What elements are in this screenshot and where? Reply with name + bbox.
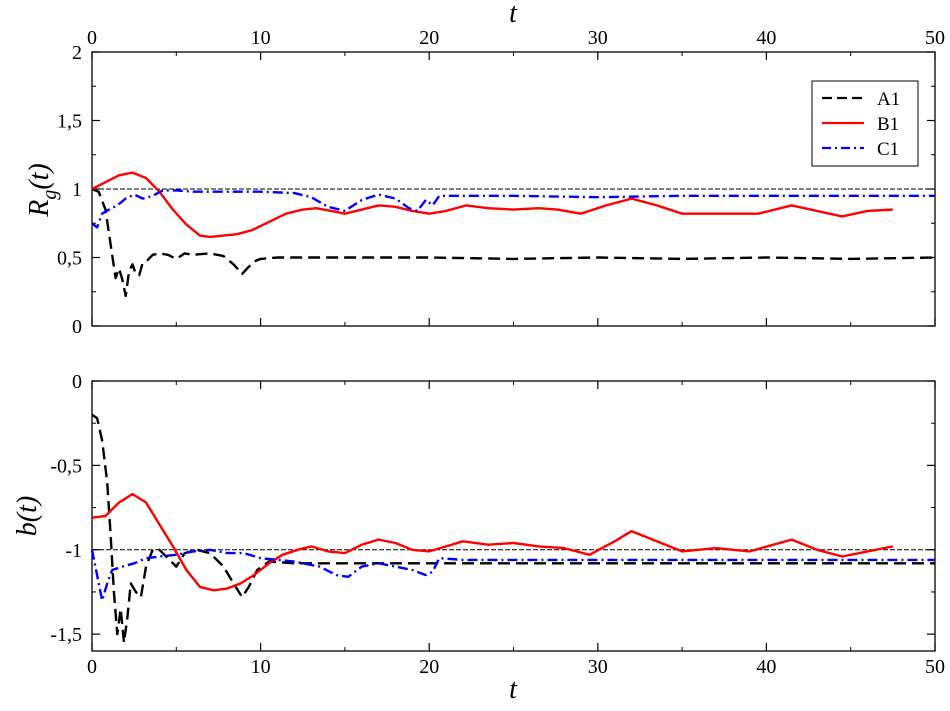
bottom-series-b1 — [91, 492, 894, 592]
bottom-x-tick-label: 30 — [588, 656, 608, 678]
top-y-title-main: R — [24, 200, 55, 218]
top-axis-title: t — [509, 0, 518, 29]
top-series-b1 — [91, 171, 893, 239]
top-series-c1 — [91, 189, 935, 229]
top-y-title-sub: g — [39, 190, 61, 200]
bottom-y-tick-label: 0 — [72, 371, 82, 393]
bottom-x-tick-label: 10 — [251, 656, 271, 678]
bottom-axis-ticks: 0 10 20 30 40 50 -1,5 -1 -0,5 0 — [50, 371, 945, 678]
top-y-tick-label: 2 — [72, 42, 82, 64]
top-y-tick-label: 0,5 — [57, 248, 82, 270]
bottom-y-tick-label: -1,5 — [50, 624, 82, 646]
bottom-x-tick-label: 40 — [756, 656, 776, 678]
bottom-y-tick-label: -1 — [65, 540, 82, 562]
bottom-y-tick-label: -0,5 — [50, 455, 82, 477]
top-panel: 0 10 20 30 40 50 0 0,5 1 1,5 2 t Rg(t) A1 B1 C1 — [24, 0, 945, 338]
legend: A1 B1 C1 — [811, 80, 919, 167]
legend-b1-label: B1 — [877, 114, 899, 135]
top-x-tick-label: 10 — [251, 27, 271, 49]
bottom-plot-frame — [91, 380, 936, 652]
top-x-tick-label: 20 — [419, 27, 439, 49]
top-y-title-tail: (t) — [24, 163, 55, 189]
bottom-x-tick-label: 20 — [419, 656, 439, 678]
bottom-x-tick-label: 50 — [925, 656, 945, 678]
bottom-panel: 0 10 20 30 40 50 -1,5 -1 -0,5 0 t b(t) — [12, 371, 945, 705]
bottom-x-axis-title: t — [509, 674, 518, 705]
top-x-tick-label: 50 — [925, 27, 945, 49]
top-y-tick-label: 1,5 — [57, 111, 82, 133]
svg-text:Rg(t): Rg(t) — [24, 163, 61, 218]
bottom-series-c1 — [90, 548, 935, 602]
top-x-tick-label: 30 — [588, 27, 608, 49]
bottom-series-a1 — [91, 413, 935, 644]
top-y-axis-title: Rg(t) — [24, 163, 61, 218]
bottom-x-tick-label: 0 — [87, 656, 97, 678]
bottom-series-group — [90, 413, 935, 644]
legend-a1-label: A1 — [877, 89, 900, 110]
top-series-group — [91, 171, 936, 298]
top-y-tick-label: 0 — [72, 316, 82, 338]
bottom-y-axis-title: b(t) — [12, 496, 43, 536]
legend-c1-label: C1 — [877, 139, 899, 160]
top-y-tick-label: 1 — [72, 179, 82, 201]
top-series-a1 — [91, 187, 936, 298]
top-x-tick-label: 0 — [87, 27, 97, 49]
top-x-tick-label: 40 — [756, 27, 776, 49]
top-axis-ticks: 0 10 20 30 40 50 0 0,5 1 1,5 2 — [57, 27, 945, 338]
svg-text:b(t): b(t) — [12, 496, 43, 536]
